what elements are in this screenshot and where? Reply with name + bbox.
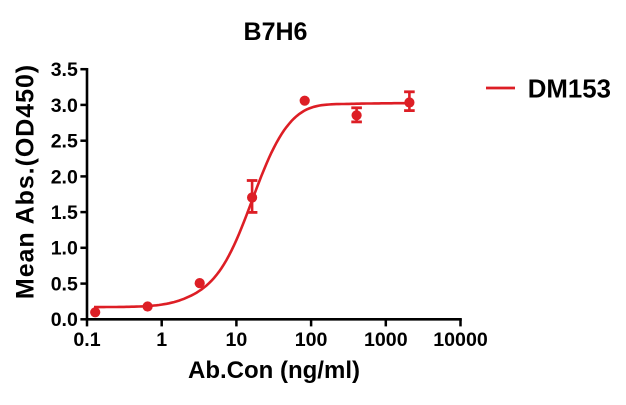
svg-text:1.0: 1.0	[51, 238, 78, 260]
svg-text:10000: 10000	[433, 329, 488, 351]
svg-text:DM153: DM153	[528, 75, 611, 103]
svg-text:10: 10	[226, 329, 248, 351]
svg-text:2.0: 2.0	[51, 166, 78, 188]
svg-text:0.1: 0.1	[73, 329, 100, 351]
svg-text:1000: 1000	[364, 329, 408, 351]
svg-text:Ab.Con (ng/ml): Ab.Con (ng/ml)	[188, 357, 360, 384]
svg-text:100: 100	[295, 329, 328, 351]
svg-text:0.0: 0.0	[51, 309, 78, 331]
svg-text:B7H6: B7H6	[244, 18, 308, 46]
svg-text:3.5: 3.5	[51, 59, 78, 81]
svg-text:3.0: 3.0	[51, 95, 78, 117]
svg-text:0.5: 0.5	[51, 274, 78, 296]
svg-text:1: 1	[156, 329, 167, 351]
svg-text:2.5: 2.5	[51, 131, 78, 153]
svg-text:1.5: 1.5	[51, 202, 78, 224]
svg-text:Mean Abs.(OD450): Mean Abs.(OD450)	[12, 64, 40, 299]
